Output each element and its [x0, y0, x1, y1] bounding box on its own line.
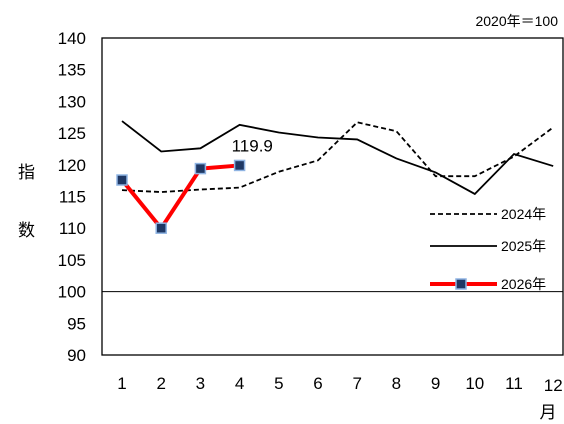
- y-tick-label: 95: [67, 314, 86, 333]
- y-tick-label: 115: [59, 188, 86, 207]
- chart-note: 2020年＝100: [475, 13, 558, 29]
- y-tick-label: 140: [58, 29, 86, 48]
- y-tick-label: 90: [67, 346, 86, 365]
- x-tick-label: 9: [431, 374, 440, 393]
- x-axis: 1 2 3 4 5 6 7 8 9 10 11 12: [117, 374, 562, 395]
- data-point-marker: [194, 162, 207, 175]
- legend-label-2025: 2025年: [501, 238, 546, 254]
- y-tick-label: 125: [58, 124, 86, 143]
- series-layer: [116, 120, 554, 234]
- x-tick-label: 1: [117, 374, 126, 393]
- x-tick-label: 8: [392, 374, 401, 393]
- y-tick-label: 120: [58, 156, 86, 175]
- x-tick-label: 6: [313, 374, 322, 393]
- y-tick-label: 135: [58, 61, 86, 80]
- x-tick-label: 3: [196, 374, 205, 393]
- x-tick-label: 4: [235, 374, 244, 393]
- series-line-2024: [121, 121, 554, 193]
- y-axis-label: 指数: [18, 163, 35, 240]
- legend-marker: [455, 278, 467, 290]
- x-axis-unit: 月: [540, 403, 557, 422]
- legend-label-2024: 2024年: [501, 206, 546, 222]
- series-line-2026: [120, 163, 240, 231]
- legend: 2024年 2025年 2026年: [430, 206, 546, 292]
- y-tick-label: 105: [58, 251, 86, 270]
- data-label: 119.9: [232, 136, 273, 155]
- data-point-marker: [155, 222, 167, 234]
- data-point-marker: [116, 174, 128, 186]
- x-tick-label: 12: [544, 376, 563, 395]
- x-tick-label: 5: [274, 374, 283, 393]
- y-tick-label: 100: [58, 283, 86, 302]
- y-tick-label: 110: [59, 219, 86, 238]
- y-axis: 90 95 100 105 110 115 120 125 130 135 140: [58, 29, 86, 365]
- y-tick-label: 130: [58, 92, 86, 111]
- data-point-marker: [233, 159, 246, 172]
- x-tick-label: 2: [156, 374, 165, 393]
- annotation-layer: 119.9: [232, 136, 273, 155]
- x-tick-label: 7: [352, 374, 361, 393]
- x-tick-label: 10: [465, 374, 484, 393]
- legend-label-2026: 2026年: [501, 276, 546, 292]
- x-tick-label: 11: [505, 374, 523, 393]
- series-line-2025: [121, 120, 554, 196]
- plot-area-frame: [101, 37, 564, 356]
